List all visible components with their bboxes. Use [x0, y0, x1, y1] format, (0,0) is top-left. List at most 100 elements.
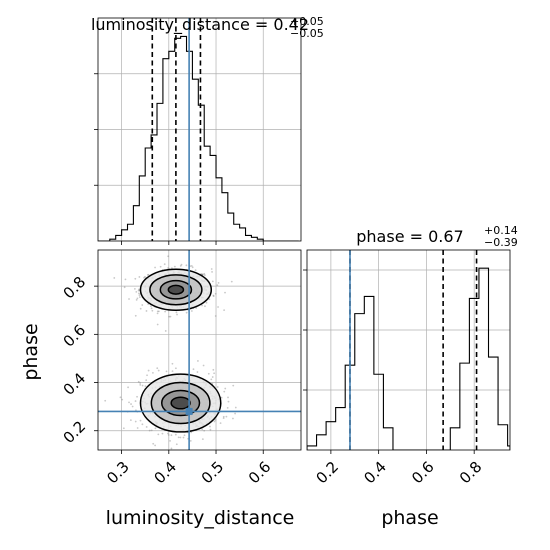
sample-point — [174, 367, 177, 370]
sample-point — [214, 419, 217, 421]
sample-point — [124, 278, 127, 281]
contour-0-0 — [139, 268, 213, 311]
sample-point — [136, 427, 139, 429]
density-map — [104, 255, 237, 450]
sample-point — [185, 264, 188, 267]
sample-point — [167, 255, 170, 258]
sample-point — [167, 434, 170, 436]
sample-point — [143, 276, 145, 279]
xtick-label-1: 0.4 — [360, 458, 390, 488]
sample-point — [234, 406, 237, 409]
histogram-luminosity-distance — [98, 35, 299, 241]
sample-point — [146, 374, 148, 377]
quantile-lines-top — [151, 18, 202, 241]
sample-point — [180, 263, 183, 266]
sample-point — [139, 383, 142, 386]
density-fill-0-3 — [168, 285, 184, 295]
phase-histogram-panel: 0.2 0.4 0.6 0.8 phase = 0.67 +0.14 −0.39 ph… — [303, 224, 518, 529]
sample-point — [154, 444, 157, 447]
sample-point — [211, 271, 213, 273]
sample-point — [164, 330, 167, 332]
xtick-label-2: 0.5 — [198, 458, 228, 488]
sample-point — [154, 427, 157, 430]
sample-point — [222, 417, 225, 420]
sample-point — [170, 447, 173, 450]
sample-point — [224, 291, 226, 294]
sample-point — [227, 400, 230, 403]
sample-point — [159, 265, 162, 268]
sample-point — [212, 295, 215, 298]
axes-frame-right — [306, 249, 511, 451]
sample-point — [211, 376, 214, 378]
sample-point — [223, 390, 226, 393]
sample-point — [201, 304, 203, 307]
sample-point — [152, 371, 154, 374]
sample-point — [139, 307, 142, 310]
sample-point — [121, 398, 124, 401]
sample-point — [212, 294, 215, 297]
sample-point — [176, 313, 178, 316]
sample-point — [144, 275, 146, 278]
contour-0-3 — [167, 284, 185, 295]
sample-point — [201, 273, 204, 276]
title-luminosity-distance: luminosity_distance = 0.42 — [91, 15, 309, 35]
sample-point — [183, 434, 186, 437]
sample-point — [207, 372, 210, 375]
sample-point — [157, 310, 160, 313]
sample-point — [216, 284, 219, 287]
ticks-top — [94, 73, 264, 245]
sample-point — [135, 298, 138, 301]
sample-point — [157, 369, 160, 372]
luminosity-distance-histogram-panel: luminosity_distance = 0.42 +0.05 −0.05 — [91, 15, 324, 245]
sample-point — [144, 385, 147, 388]
xtick-label-3: 0.8 — [456, 458, 486, 488]
quantile-lines-right — [349, 250, 478, 450]
sample-point — [134, 314, 137, 317]
sample-point — [147, 273, 150, 276]
sample-point — [164, 310, 167, 313]
sample-point — [169, 439, 171, 442]
sample-point — [152, 442, 155, 445]
sample-point — [232, 384, 235, 387]
sample-point — [201, 273, 204, 276]
title-top-plus: +0.05 — [290, 15, 324, 28]
sample-point — [171, 370, 174, 373]
ticks-right: 0.2 0.4 0.6 0.8 — [303, 269, 486, 488]
sample-point — [129, 419, 132, 422]
sample-point — [220, 396, 223, 399]
ytick-label-1: 0.4 — [60, 369, 90, 399]
sample-point — [137, 289, 140, 292]
sample-point — [113, 277, 116, 279]
sample-point — [138, 288, 140, 291]
sample-point — [214, 315, 217, 317]
grid-top — [98, 18, 301, 241]
sample-point — [128, 298, 130, 300]
sample-point — [169, 315, 172, 318]
sample-point — [225, 415, 228, 418]
sample-point — [224, 387, 227, 390]
sample-point — [165, 370, 168, 373]
sample-point — [222, 415, 225, 418]
sample-point — [203, 274, 206, 277]
sample-point — [213, 372, 216, 375]
sample-point — [138, 296, 141, 298]
sample-point — [149, 305, 152, 308]
sample-point — [209, 425, 211, 428]
sample-point — [154, 266, 156, 269]
histogram-step-luminosity-distance — [98, 35, 299, 241]
contour-0-2 — [159, 279, 193, 300]
sample-point — [203, 429, 206, 432]
contour-0-1 — [149, 274, 203, 306]
sample-point — [190, 431, 193, 434]
sample-point — [226, 406, 229, 409]
sample-point — [216, 386, 219, 388]
sample-point — [137, 380, 140, 383]
sample-point — [185, 311, 188, 314]
sample-point — [138, 294, 141, 297]
sample-point — [145, 310, 148, 312]
sample-point — [179, 436, 182, 439]
sample-point — [104, 399, 107, 402]
sample-point — [134, 400, 137, 402]
sample-point — [208, 298, 211, 301]
sample-point — [210, 268, 213, 270]
